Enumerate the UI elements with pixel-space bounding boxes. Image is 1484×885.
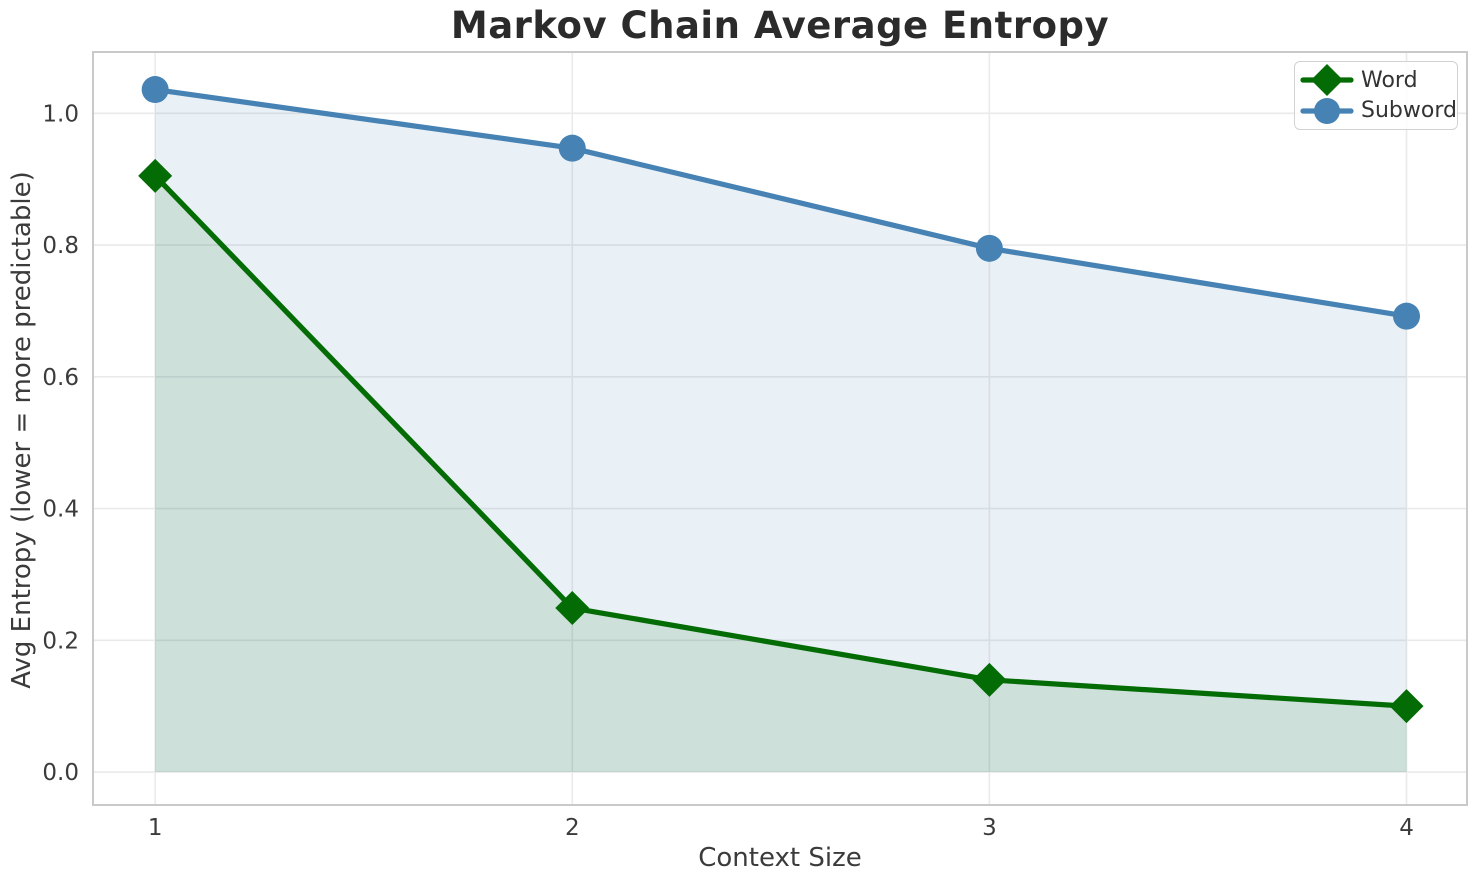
legend-entry-subword: Subword <box>1300 96 1457 126</box>
legend-label: Word <box>1361 67 1418 93</box>
y-axis-label: Avg Entropy (lower = more predictable) <box>7 171 37 689</box>
x-tick-label: 2 <box>565 815 580 841</box>
word-line <box>152 173 1410 709</box>
word-marker <box>1389 689 1424 724</box>
legend-label: Subword <box>1361 98 1457 124</box>
legend-entry-word: Word <box>1300 64 1451 97</box>
y-tick-label: 0.6 <box>42 365 79 391</box>
y-tick-label: 0.0 <box>42 760 79 786</box>
subword-marker <box>975 234 1003 262</box>
subword-series <box>141 76 1421 330</box>
word-marker <box>555 591 590 626</box>
y-tick-label: 0.2 <box>42 628 79 654</box>
x-tick-label: 4 <box>1399 815 1414 841</box>
x-tick-label: 1 <box>148 815 163 841</box>
word-marker <box>138 158 173 193</box>
word-marker <box>972 662 1007 697</box>
subword-marker <box>558 134 586 162</box>
word-area-fill <box>155 175 1407 773</box>
subword-legend-marker-icon <box>1300 96 1354 126</box>
legend: Word Subword <box>1294 61 1458 130</box>
subword-line <box>152 86 1410 319</box>
tick-labels: 1 2 3 4 0.0 0.2 0.4 0.6 0.8 1.0 <box>42 101 1413 841</box>
y-tick-label: 0.8 <box>42 233 79 259</box>
x-axis-label: Context Size <box>698 843 862 873</box>
gridlines <box>93 52 1467 805</box>
chart-title: Markov Chain Average Entropy <box>450 4 1110 47</box>
y-tick-label: 1.0 <box>42 101 79 127</box>
word-series <box>138 158 1424 724</box>
x-tick-label: 3 <box>982 815 997 841</box>
subword-marker <box>141 76 169 104</box>
plot-border <box>92 51 1468 806</box>
subword-area-fill <box>155 89 1407 773</box>
y-tick-label: 0.4 <box>42 497 79 523</box>
word-legend-marker-icon <box>1300 64 1354 97</box>
subword-marker <box>1393 302 1421 330</box>
